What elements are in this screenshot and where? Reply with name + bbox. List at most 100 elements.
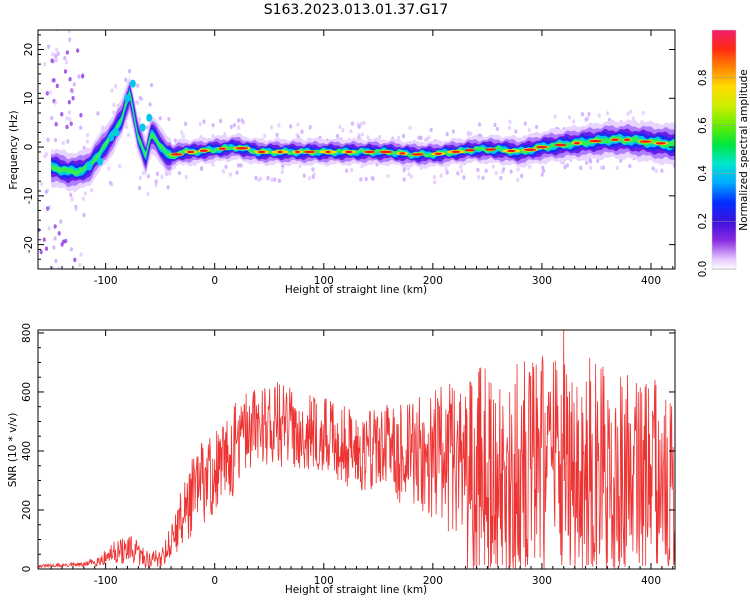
noise-point — [296, 122, 300, 127]
noise-point — [362, 120, 366, 126]
noise-point — [113, 84, 118, 89]
noise-point — [366, 135, 370, 140]
noise-point — [63, 56, 67, 61]
noise-point — [240, 118, 244, 123]
noise-point — [308, 125, 312, 130]
noise-point — [46, 137, 50, 143]
noise-point — [335, 133, 340, 139]
noise-point — [127, 68, 132, 74]
noise-point — [54, 258, 58, 264]
snr-panel: -100 0 100 200 300 400 0 200 400 600 800 Height o… — [7, 323, 676, 596]
noise-point — [59, 219, 63, 224]
noise-point — [224, 164, 228, 170]
noise-point — [40, 181, 44, 187]
cyan-blob — [146, 113, 153, 122]
noise-point — [65, 50, 69, 55]
noise-point — [69, 247, 74, 252]
x-tick-label: 300 — [532, 275, 552, 287]
noise-point — [298, 163, 302, 168]
noise-point — [302, 173, 306, 178]
y-tick-label: -10 — [23, 187, 35, 204]
noise-point — [386, 173, 390, 179]
noise-point — [235, 170, 239, 175]
noise-point — [409, 174, 414, 179]
hot-core-inner — [411, 153, 424, 156]
noise-point — [53, 236, 57, 241]
noise-point — [202, 119, 206, 124]
noise-point — [43, 62, 47, 67]
noise-point — [54, 100, 58, 106]
noise-point — [266, 175, 270, 181]
noise-point — [138, 175, 142, 180]
y-tick-label: 400 — [21, 441, 33, 461]
noise-point — [85, 139, 90, 144]
noise-point — [78, 262, 82, 268]
noise-point — [70, 196, 74, 202]
x-tick-label: 100 — [314, 575, 334, 587]
noise-point — [641, 110, 645, 116]
noise-point — [619, 158, 623, 163]
noise-point — [360, 132, 365, 137]
noise-point — [218, 118, 223, 124]
y-tick-label: 0 — [21, 566, 33, 573]
noise-point — [402, 177, 406, 182]
noise-point — [432, 174, 437, 180]
noise-point — [55, 83, 59, 89]
noise-point — [357, 132, 361, 138]
noise-point — [107, 166, 111, 171]
noise-point — [211, 133, 215, 139]
hot-core-inner — [639, 140, 652, 143]
noise-point — [137, 185, 142, 191]
colorbar-tick-label: 0.8 — [697, 69, 709, 86]
hot-core-inner — [554, 143, 567, 147]
hot-core-inner — [257, 150, 266, 154]
noise-point — [154, 182, 158, 188]
noise-point — [239, 163, 243, 168]
noise-point — [540, 172, 544, 177]
noise-point — [52, 78, 56, 83]
noise-point — [55, 47, 59, 52]
noise-point — [565, 163, 569, 168]
noise-point — [211, 123, 215, 128]
noise-point — [277, 178, 282, 184]
hot-core-inner — [379, 150, 393, 154]
noise-point — [86, 132, 90, 138]
noise-point — [67, 100, 71, 105]
noise-point — [237, 125, 241, 130]
noise-point — [433, 180, 437, 185]
noise-point — [79, 252, 83, 257]
hot-core-inner — [364, 150, 375, 154]
hot-core-inner — [325, 150, 331, 154]
snr-y-axis-label: SNR (10 * v/v) — [7, 413, 19, 488]
noise-point — [508, 119, 512, 125]
noise-point — [628, 163, 632, 169]
snr-marks — [38, 330, 675, 569]
noise-point — [429, 127, 433, 133]
spectrogram-x-axis-label: Height of straight line (km) — [285, 284, 427, 296]
noise-point — [63, 69, 68, 74]
noise-point — [527, 127, 531, 133]
noise-point — [626, 111, 630, 116]
snr-x-ticks: -100 0 100 200 300 400 — [50, 330, 674, 587]
noise-point — [160, 174, 164, 180]
hot-core-inner — [523, 148, 537, 151]
noise-point — [407, 172, 411, 177]
noise-point — [654, 168, 658, 174]
noise-point — [184, 174, 188, 180]
noise-point — [42, 237, 46, 242]
noise-point — [69, 192, 73, 198]
noise-point — [541, 168, 546, 174]
y-tick-label: 0 — [23, 144, 35, 151]
noise-point — [311, 167, 315, 172]
noise-point — [254, 175, 258, 181]
colorbar-tick-label: 0.6 — [697, 117, 709, 134]
colorbar-ticks: 0.0 0.2 0.4 0.6 0.8 — [697, 69, 736, 277]
noise-point — [181, 134, 186, 139]
noise-point — [580, 112, 585, 117]
ridge-band — [51, 86, 675, 180]
noise-point — [71, 96, 75, 101]
noise-point — [221, 169, 226, 174]
chart-title: S163.2023.013.01.37.G17 — [264, 2, 449, 18]
spectrogram-marks — [38, 30, 675, 269]
